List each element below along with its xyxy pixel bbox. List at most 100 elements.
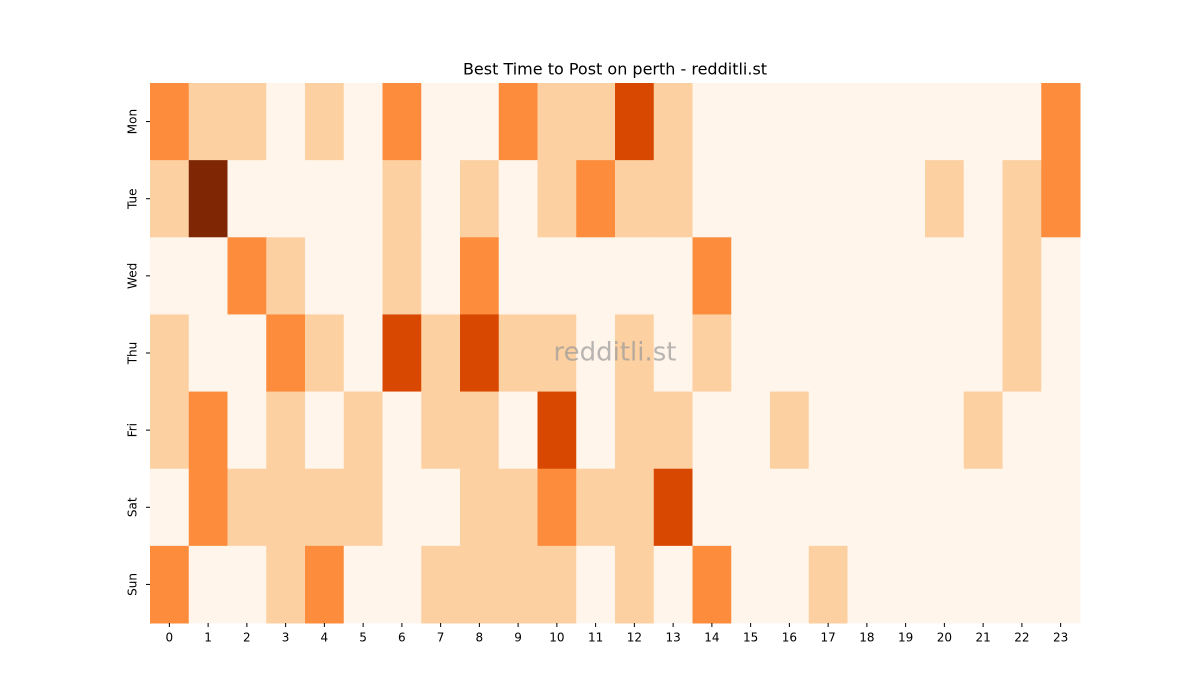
x-tick-label: 3: [282, 631, 290, 645]
heatmap-cell: [886, 545, 926, 624]
heatmap-cell: [343, 160, 383, 238]
heatmap-cell: [1002, 160, 1042, 238]
heatmap-cell: [537, 468, 577, 547]
heatmap-cell: [692, 391, 732, 470]
heatmap-cell: [188, 468, 228, 547]
watermark: redditli.st: [554, 338, 677, 368]
x-tick-label: 6: [398, 631, 406, 645]
heatmap-cell: [731, 545, 771, 624]
heatmap-cell: [1002, 314, 1042, 393]
heatmap-cell: [886, 83, 926, 161]
heatmap-cell: [847, 468, 887, 547]
heatmap-cell: [1041, 83, 1081, 161]
heatmap-cell: [382, 391, 422, 470]
heatmap-cell: [963, 468, 1003, 547]
heatmap-cell: [615, 160, 655, 238]
heatmap-cell: [615, 83, 655, 161]
heatmap-cell: [770, 468, 810, 547]
x-tick-label: 16: [782, 631, 797, 645]
heatmap-cell: [266, 545, 306, 624]
heatmap-cell: [847, 391, 887, 470]
heatmap-cell: [770, 391, 810, 470]
heatmap-cell: [808, 160, 848, 238]
heatmap-cell: [266, 160, 306, 238]
heatmap-cell: [808, 545, 848, 624]
heatmap-cell: [808, 83, 848, 161]
heatmap-cell: [1041, 314, 1081, 393]
heatmap-cell: [731, 83, 771, 161]
heatmap-cell: [382, 160, 422, 238]
heatmap-cell: [925, 545, 965, 624]
heatmap-cell: [770, 160, 810, 238]
heatmap-cell: [460, 237, 500, 315]
heatmap-cell: [537, 545, 577, 624]
heatmap-cell: [150, 160, 190, 238]
heatmap-cell: [188, 314, 228, 393]
heatmap-cell: [653, 391, 693, 470]
heatmap-cell: [576, 468, 616, 547]
heatmap-cell: [731, 391, 771, 470]
x-tick-label: 7: [437, 631, 445, 645]
heatmap-cell: [382, 83, 422, 161]
heatmap-cell: [1041, 468, 1081, 547]
heatmap-cell: [537, 314, 577, 393]
x-tick-label: 5: [359, 631, 367, 645]
heatmap-cell: [498, 83, 538, 161]
heatmap-cell: [188, 160, 228, 238]
heatmap-cell: [305, 391, 345, 470]
heatmap-cell: [615, 391, 655, 470]
heatmap-cell: [150, 391, 190, 470]
heatmap-cell: [886, 237, 926, 315]
axes: 0 1 2 3 4 5 6 7 8 9 10 11 12 13 14 15 16 17 18 19 20 21 22 23Mo…: [126, 109, 1069, 645]
heatmap-cell: [886, 160, 926, 238]
heatmap-cell: [227, 545, 267, 624]
heatmap-cell: [498, 545, 538, 624]
heatmap-cell: [266, 468, 306, 547]
heatmap-cell: [1002, 468, 1042, 547]
heatmap-cell: [576, 160, 616, 238]
heatmap-cell: [963, 545, 1003, 624]
heatmap-cell: [847, 160, 887, 238]
heatmap-cell: [498, 314, 538, 393]
heatmap-cell: [421, 391, 461, 470]
heatmap-cell: [150, 314, 190, 393]
heatmap-cell: [731, 160, 771, 238]
heatmap-cell: [808, 314, 848, 393]
heatmap-cell: [1002, 391, 1042, 470]
heatmap-cell: [1041, 160, 1081, 238]
heatmap-cell: [808, 468, 848, 547]
heatmap-cell: [576, 83, 616, 161]
heatmap-cell: [382, 314, 422, 393]
heatmap-cell: [421, 237, 461, 315]
heatmap-cell: [305, 314, 345, 393]
heatmap-cell: [963, 83, 1003, 161]
x-tick-label: 15: [743, 631, 758, 645]
chart-title: Best Time to Post on perth - redditli.st: [463, 60, 767, 79]
heatmap-cell: [188, 237, 228, 315]
heatmap-cell: [227, 314, 267, 393]
heatmap-cell: [266, 237, 306, 315]
heatmap-cell: [770, 237, 810, 315]
heatmap-cell: [150, 83, 190, 161]
heatmap-cells: [150, 83, 1081, 624]
heatmap-cell: [615, 314, 655, 393]
heatmap-cell: [847, 314, 887, 393]
y-tick-label: Fri: [126, 423, 140, 437]
heatmap-cell: [925, 160, 965, 238]
heatmap-cell: [227, 160, 267, 238]
heatmap-cell: [925, 83, 965, 161]
heatmap-cell: [498, 237, 538, 315]
y-tick-label: Sat: [126, 497, 140, 517]
heatmap-cell: [615, 545, 655, 624]
heatmap-cell: [266, 83, 306, 161]
heatmap-cell: [537, 83, 577, 161]
heatmap-cell: [731, 468, 771, 547]
heatmap-cell: [1002, 545, 1042, 624]
heatmap-cell: [847, 237, 887, 315]
heatmap-cell: [227, 237, 267, 315]
heatmap-cell: [188, 83, 228, 161]
heatmap-cell: [188, 545, 228, 624]
heatmap-cell: [653, 314, 693, 393]
heatmap-cell: [692, 314, 732, 393]
heatmap-cell: [498, 391, 538, 470]
